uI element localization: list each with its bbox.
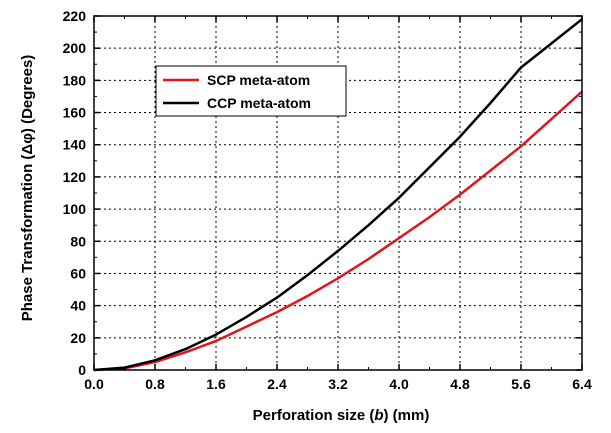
x-tick-label: 4.0 bbox=[389, 376, 409, 392]
y-tick-label: 0 bbox=[78, 362, 86, 378]
x-tick-label: 0.0 bbox=[84, 376, 104, 392]
y-tick-label: 120 bbox=[63, 169, 87, 185]
x-axis-title-prefix: Perforation size ( bbox=[253, 407, 375, 424]
y-tick-label: 200 bbox=[63, 40, 87, 56]
y-tick-label: 140 bbox=[63, 137, 87, 153]
x-axis-title: Perforation size (b) (mm) bbox=[253, 407, 430, 424]
y-tick-label: 40 bbox=[70, 298, 86, 314]
legend-label-ccp: CCP meta-atom bbox=[207, 95, 311, 111]
x-axis-title-suffix: ) (mm) bbox=[384, 407, 430, 424]
x-axis-title-variable: b bbox=[374, 407, 383, 424]
x-tick-label: 1.6 bbox=[206, 376, 226, 392]
y-axis-title: Phase Transformation (Δφ) (Degrees) bbox=[19, 55, 36, 322]
y-tick-label: 80 bbox=[70, 233, 86, 249]
y-tick-label: 100 bbox=[63, 201, 87, 217]
y-tick-label: 60 bbox=[70, 265, 86, 281]
x-tick-label: 0.8 bbox=[145, 376, 165, 392]
y-tick-label: 220 bbox=[63, 8, 87, 24]
y-tick-label: 160 bbox=[63, 105, 87, 121]
x-tick-label: 6.4 bbox=[572, 376, 592, 392]
x-tick-label: 5.6 bbox=[511, 376, 531, 392]
x-tick-label: 4.8 bbox=[450, 376, 470, 392]
x-tick-label: 2.4 bbox=[267, 376, 287, 392]
y-tick-label: 180 bbox=[63, 72, 87, 88]
x-tick-label: 3.2 bbox=[328, 376, 348, 392]
legend: SCP meta-atom CCP meta-atom bbox=[156, 66, 346, 116]
x-tick-labels: 0.0 0.8 1.6 2.4 3.2 4.0 4.8 5.6 6.4 bbox=[84, 376, 592, 392]
legend-label-scp: SCP meta-atom bbox=[207, 72, 310, 88]
y-tick-label: 20 bbox=[70, 330, 86, 346]
